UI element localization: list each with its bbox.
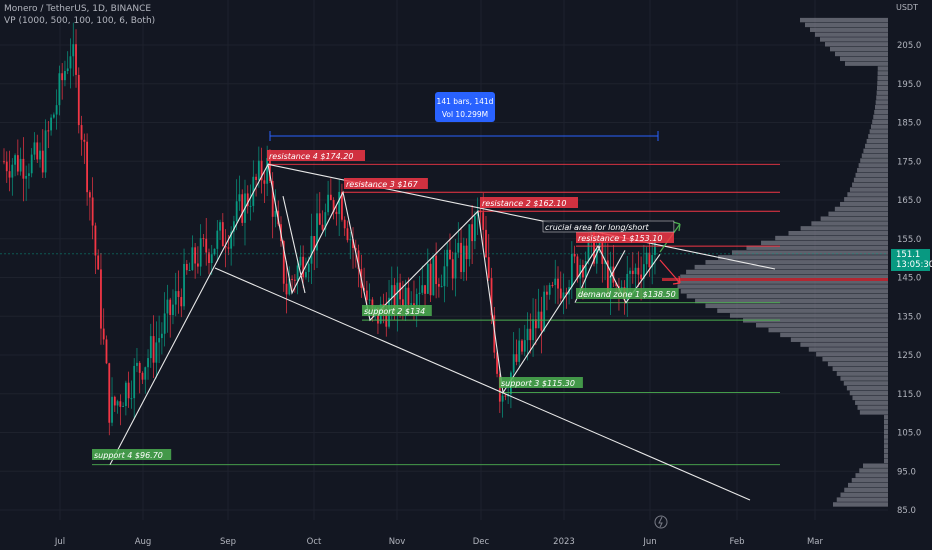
price-tick: 125.0 xyxy=(897,351,921,361)
svg-text:support 4 $96.70: support 4 $96.70 xyxy=(94,451,163,460)
time-tick: 2023 xyxy=(553,537,575,547)
measure-tooltip: 141 bars, 141d Vol 10.299M xyxy=(435,92,495,122)
price-tick: 105.0 xyxy=(897,429,921,439)
axes: 205.0 195.0 185.0 175.0 165.0 155.0 145.0 135.0… xyxy=(54,41,921,547)
svg-text:resistance 1 $153.10: resistance 1 $153.10 xyxy=(578,234,662,243)
price-tick: 205.0 xyxy=(897,41,921,51)
label-resistance-3[interactable]: resistance 3 $167 xyxy=(344,178,428,189)
label-support-3[interactable]: support 3 $115.30 xyxy=(499,377,583,388)
svg-text:demand zone 1 $138.50: demand zone 1 $138.50 xyxy=(578,290,676,299)
price-tick: 115.0 xyxy=(897,390,921,400)
time-tick: Aug xyxy=(135,537,152,547)
price-tick: 175.0 xyxy=(897,157,921,167)
label-resistance-2[interactable]: resistance 2 $162.10 xyxy=(480,197,578,208)
label-resistance-4[interactable]: resistance 4 $174.20 xyxy=(267,150,365,161)
price-tick: 95.0 xyxy=(897,467,916,477)
trend-lines xyxy=(109,131,776,501)
price-tick: 135.0 xyxy=(897,312,921,322)
time-tick: Dec xyxy=(473,537,490,547)
measure-bars: 141 bars, 141d xyxy=(436,97,494,106)
time-tick: Jun xyxy=(642,537,656,547)
svg-text:resistance 4 $174.20: resistance 4 $174.20 xyxy=(269,152,353,161)
price-tick: 185.0 xyxy=(897,119,921,129)
label-support-4[interactable]: support 4 $96.70 xyxy=(92,449,172,460)
price-tick: 145.0 xyxy=(897,274,921,284)
svg-text:resistance 2 $162.10: resistance 2 $162.10 xyxy=(482,199,566,208)
svg-text:resistance 3 $167: resistance 3 $167 xyxy=(346,180,419,189)
horizontal-levels xyxy=(0,163,888,466)
price-tick: 85.0 xyxy=(897,506,916,516)
chart-grid xyxy=(0,0,888,520)
price-tick: 165.0 xyxy=(897,196,921,206)
time-tick: Mar xyxy=(807,537,824,547)
symbol-legend[interactable]: Monero / TetherUS, 1D, BINANCE xyxy=(4,4,152,14)
time-tick: Nov xyxy=(389,537,406,547)
svg-text:crucial area for long/short: crucial area for long/short xyxy=(545,223,650,232)
lightning-icon[interactable] xyxy=(654,515,668,529)
current-price: 151.1 xyxy=(896,250,921,260)
volume-profile xyxy=(677,17,888,507)
label-crucial[interactable]: crucial area for long/short xyxy=(542,220,675,233)
time-tick: Feb xyxy=(729,537,744,547)
price-tick: 195.0 xyxy=(897,80,921,90)
time-tick: Sep xyxy=(220,537,236,547)
time-tick: Oct xyxy=(307,537,322,547)
time-tick: Jul xyxy=(54,537,65,547)
price-tick: 155.0 xyxy=(897,235,921,245)
svg-text:support 3 $115.30: support 3 $115.30 xyxy=(501,379,575,388)
current-price-tag: 151.1 13:05:30 xyxy=(891,249,932,271)
label-support-2[interactable]: support 2 $134 xyxy=(362,305,432,316)
label-demand-zone[interactable]: demand zone 1 $138.50 xyxy=(576,288,679,299)
label-resistance-1[interactable]: resistance 1 $153.10 xyxy=(576,232,674,243)
annotation-labels: resistance 4 $174.20 resistance 3 $167 res… xyxy=(92,150,679,460)
countdown: 13:05:30 xyxy=(896,260,932,270)
currency-label: USDT xyxy=(896,3,918,12)
measure-volume: Vol 10.299M xyxy=(441,110,489,119)
candlestick-series xyxy=(3,22,659,436)
indicator-legend[interactable]: VP (1000, 500, 100, 100, 6, Both) xyxy=(4,16,156,26)
svg-text:support 2 $134: support 2 $134 xyxy=(364,307,425,316)
